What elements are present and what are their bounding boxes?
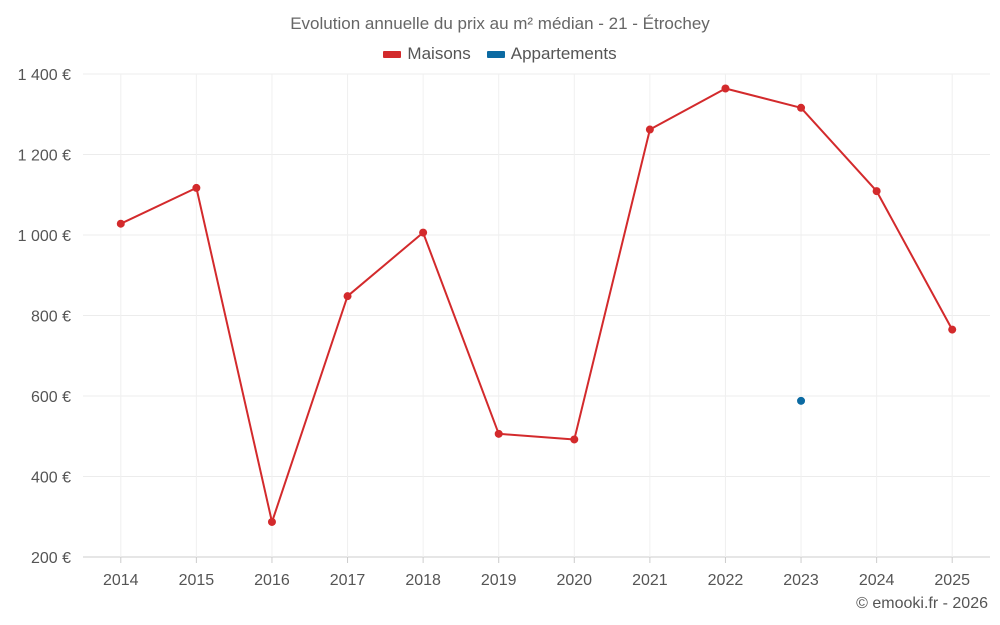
legend-label-appartements: Appartements	[510, 44, 617, 63]
y-tick-label: 800 €	[31, 309, 71, 326]
data-point-maisons[interactable]	[192, 183, 201, 192]
legend-swatch-maisons	[383, 50, 402, 58]
y-tick-label: 1 200 €	[18, 148, 71, 165]
x-tick-label: 2016	[254, 572, 290, 589]
data-point-maisons[interactable]	[494, 429, 503, 438]
legend-swatch-appartements	[486, 50, 505, 58]
x-tick-label: 2023	[783, 572, 819, 589]
legend-item-appartements[interactable]: Appartements	[486, 44, 617, 64]
data-point-maisons[interactable]	[419, 228, 428, 237]
x-tick-label: 2021	[632, 572, 668, 589]
y-tick-label: 400 €	[31, 470, 71, 487]
legend-label-maisons: Maisons	[407, 44, 471, 63]
data-point-maisons[interactable]	[343, 292, 352, 301]
data-point-maisons[interactable]	[267, 517, 276, 526]
data-point-maisons[interactable]	[872, 187, 881, 196]
x-tick-label: 2019	[481, 572, 517, 589]
x-tick-label: 2025	[934, 572, 970, 589]
x-tick-label: 2017	[330, 572, 366, 589]
data-point-maisons[interactable]	[570, 435, 579, 444]
y-tick-label: 1 000 €	[18, 228, 71, 245]
x-tick-label: 2020	[556, 572, 592, 589]
data-point-maisons[interactable]	[797, 103, 806, 112]
data-point-maisons[interactable]	[645, 125, 654, 134]
legend-item-maisons[interactable]: Maisons	[383, 44, 471, 64]
y-tick-label: 200 €	[31, 550, 71, 567]
credit: © emooki.fr - 2026	[856, 595, 988, 612]
legend: Maisons Appartements	[0, 44, 1000, 64]
y-tick-label: 600 €	[31, 389, 71, 406]
data-point-maisons[interactable]	[721, 84, 730, 93]
x-tick-label: 2022	[708, 572, 744, 589]
data-point-appartements[interactable]	[797, 396, 806, 405]
series-line-maisons	[120, 87, 954, 523]
x-tick-label: 2018	[405, 572, 441, 589]
chart-title: Evolution annuelle du prix au m² médian …	[290, 14, 710, 33]
x-tick-label: 2024	[859, 572, 895, 589]
x-tick-label: 2014	[103, 572, 139, 589]
data-point-maisons[interactable]	[948, 325, 957, 334]
data-point-maisons[interactable]	[116, 219, 125, 228]
x-tick-label: 2015	[179, 572, 215, 589]
y-tick-label: 1 400 €	[18, 67, 71, 84]
